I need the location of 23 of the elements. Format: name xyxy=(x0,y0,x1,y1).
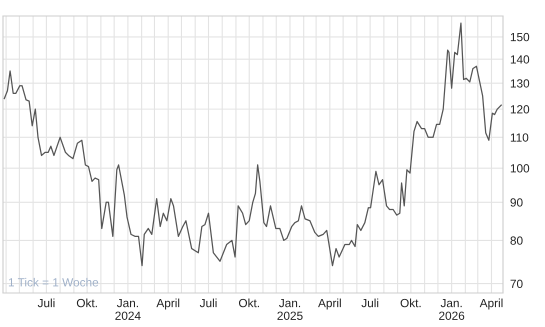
x-tick-label: Okt. xyxy=(238,298,259,308)
x-tick-label: April xyxy=(156,298,180,310)
y-tick-label: 70 xyxy=(510,280,523,288)
y-tick-label: 100 xyxy=(510,164,530,173)
x-tick-label: Jan. 2025 xyxy=(277,298,303,320)
y-tick-label: 80 xyxy=(510,236,523,245)
x-tick-label: April xyxy=(318,298,341,310)
y-tick-label: 90 xyxy=(510,198,523,207)
line-series xyxy=(4,22,502,266)
x-tick-label: Jan. 2024 xyxy=(115,298,141,320)
x-tick-label: Okt. xyxy=(76,298,97,308)
x-tick-label: Juli xyxy=(38,298,54,308)
y-tick-label: 140 xyxy=(510,55,530,64)
x-tick-label: Jan. 2026 xyxy=(439,298,464,320)
y-tick-label: 120 xyxy=(510,105,530,114)
x-tick-label: Juli xyxy=(361,298,378,308)
x-tick-label: Okt. xyxy=(400,298,421,308)
y-tick-label: 150 xyxy=(510,32,530,42)
y-tick-label: 130 xyxy=(510,79,530,88)
y-tick-label: 110 xyxy=(510,133,528,142)
x-tick-label: Juli xyxy=(200,298,217,308)
annotation: 1 Tick = 1 Woche xyxy=(8,278,98,287)
x-tick-label: April xyxy=(480,298,503,310)
